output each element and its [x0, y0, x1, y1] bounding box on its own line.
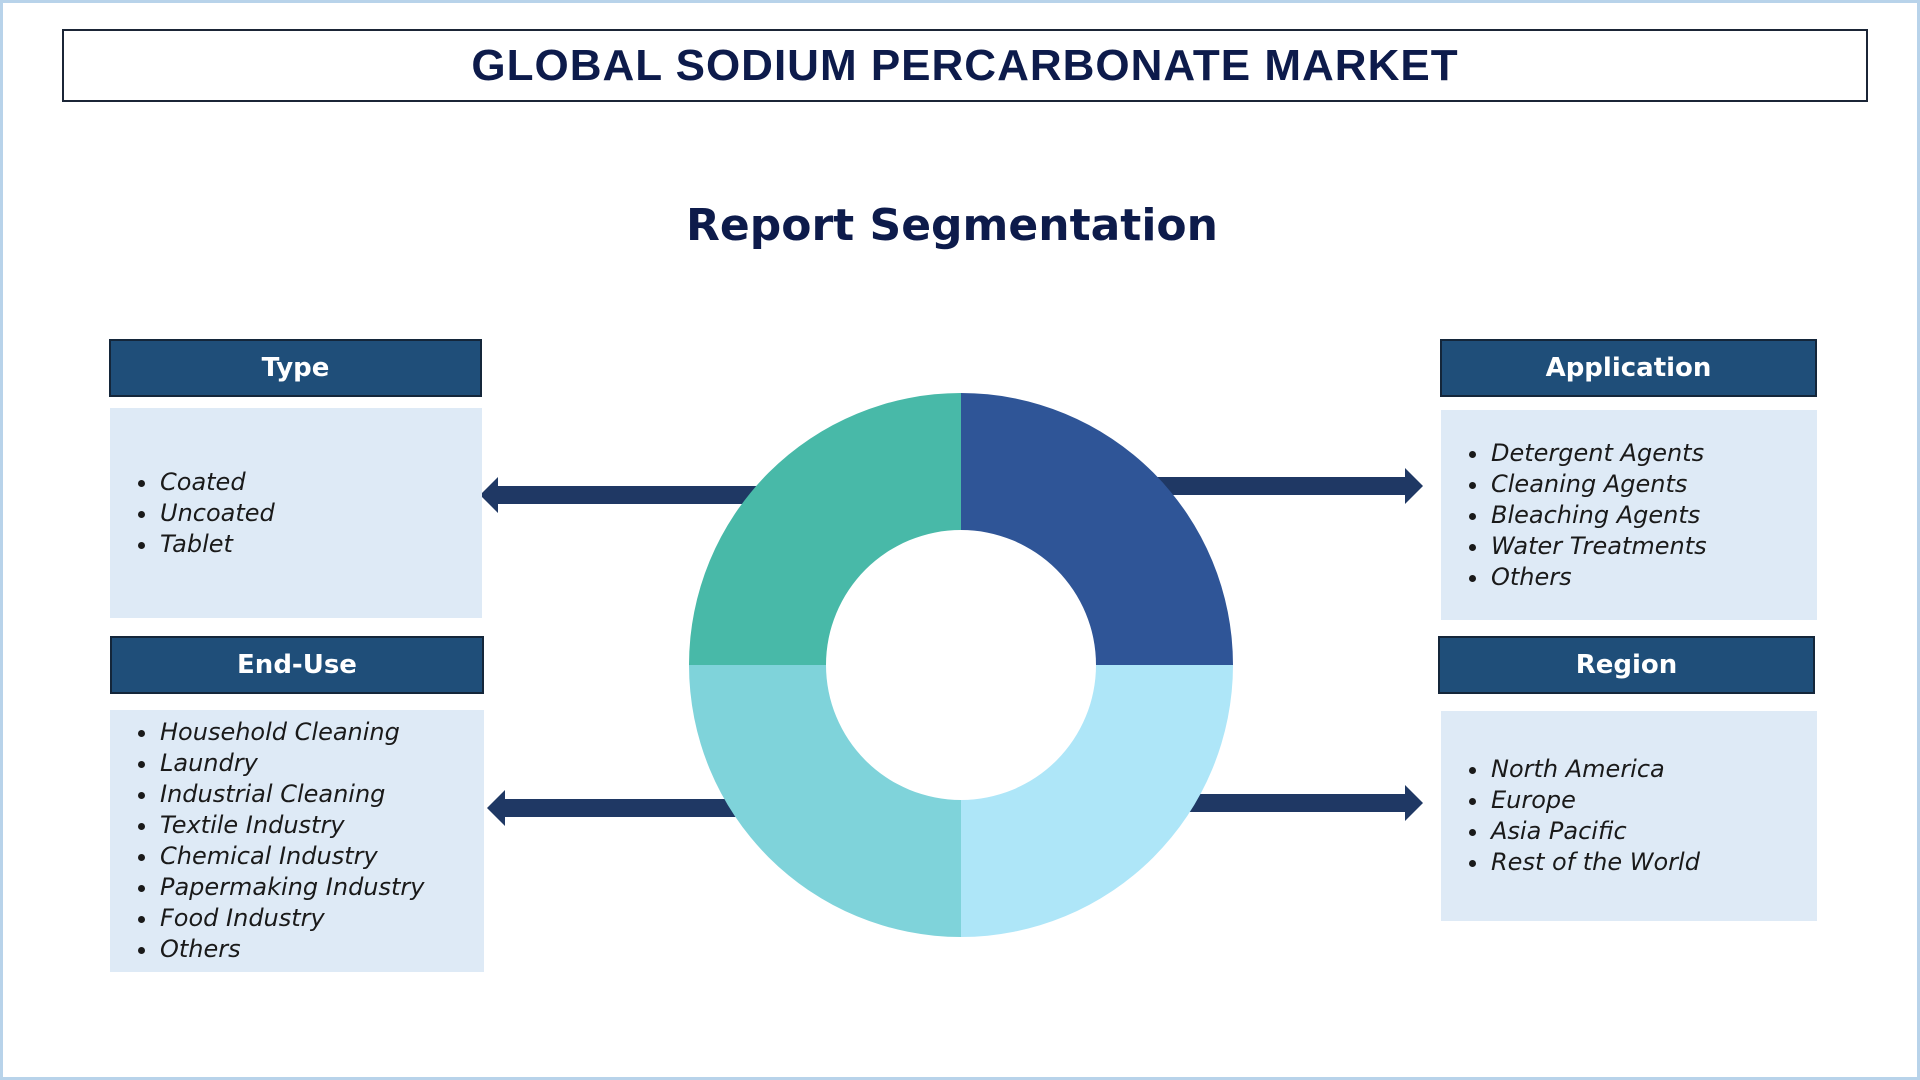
- list-item: Rest of the World: [1465, 847, 1700, 878]
- region-header: Region: [1438, 636, 1815, 694]
- list-item: Household Cleaning: [134, 717, 425, 748]
- list-item: Laundry: [134, 748, 425, 779]
- subtitle: Report Segmentation: [686, 200, 1218, 251]
- donut-segment-application: [961, 393, 1233, 665]
- arrow-to-region: [1170, 785, 1423, 821]
- list-item: Detergent Agents: [1465, 438, 1707, 469]
- list-item: Food Industry: [134, 903, 425, 934]
- list-item: Uncoated: [134, 498, 275, 529]
- list-item: Chemical Industry: [134, 841, 425, 872]
- arrow-to-type: [480, 477, 780, 513]
- end-use-header: End-Use: [110, 636, 484, 694]
- application-header: Application: [1440, 339, 1817, 397]
- donut-segment-type: [689, 393, 961, 665]
- arrow-to-end-use: [487, 790, 760, 826]
- list-item: Papermaking Industry: [134, 872, 425, 903]
- page-title: GLOBAL SODIUM PERCARBONATE MARKET: [471, 40, 1459, 90]
- list-item: Cleaning Agents: [1465, 469, 1707, 500]
- list-item: Water Treatments: [1465, 531, 1707, 562]
- arrow-to-application: [1140, 468, 1423, 504]
- list-item: Coated: [134, 467, 275, 498]
- list-item: Tablet: [134, 529, 275, 560]
- title-box: GLOBAL SODIUM PERCARBONATE MARKET: [62, 29, 1868, 102]
- list-item: Industrial Cleaning: [134, 779, 425, 810]
- donut-segment-region: [961, 665, 1233, 937]
- region-body: North America Europe Asia Pacific Rest of t…: [1441, 711, 1817, 921]
- list-item: Textile Industry: [134, 810, 425, 841]
- type-header: Type: [109, 339, 482, 397]
- list-item: Bleaching Agents: [1465, 500, 1707, 531]
- type-body: Coated Uncoated Tablet: [110, 408, 482, 618]
- list-item: Others: [1465, 562, 1707, 593]
- application-body: Detergent Agents Cleaning Agents Bleaching…: [1441, 410, 1817, 620]
- end-use-body: Household Cleaning Laundry Industrial Clea…: [110, 710, 484, 972]
- list-item: Others: [134, 934, 425, 965]
- list-item: North America: [1465, 754, 1700, 785]
- list-item: Europe: [1465, 785, 1700, 816]
- donut-segment-end-use: [689, 665, 961, 937]
- list-item: Asia Pacific: [1465, 816, 1700, 847]
